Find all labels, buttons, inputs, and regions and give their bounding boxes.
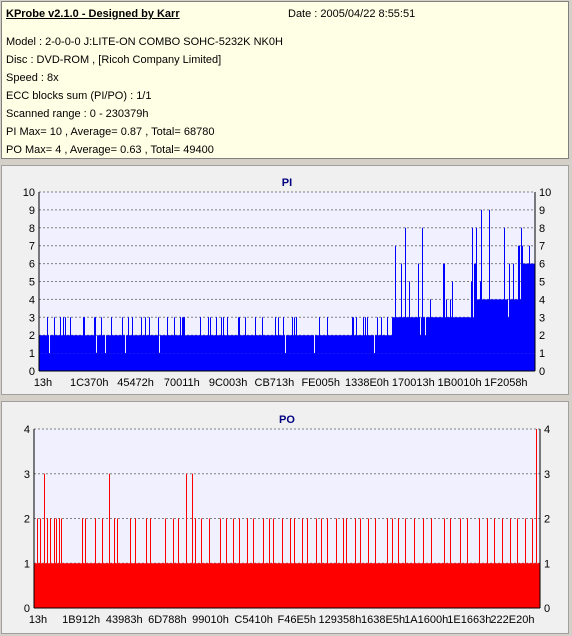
y-tick-label-left: 3 — [29, 312, 35, 324]
y-tick-label-right: 7 — [539, 241, 545, 253]
y-tick-label-left: 0 — [24, 603, 30, 615]
x-tick-label: 1C370h — [70, 377, 109, 389]
x-tick-label: FE005h — [301, 377, 340, 389]
x-tick-label: 1A1600h — [404, 614, 448, 626]
y-tick-label-right: 2 — [539, 330, 545, 342]
po-chart-panel: PO 0 0 1 1 2 2 3 3 4 4 13h 1B912h 43983h 6D788h 99010h C… — [1, 401, 569, 634]
data-bars — [34, 429, 540, 608]
y-tick-label-right: 9 — [539, 205, 545, 217]
po-chart: PO 0 0 1 1 2 2 3 3 4 4 13h 1B912h 43983h 6D788h 99010h C… — [24, 414, 550, 626]
y-tick-label-left: 10 — [23, 187, 35, 199]
y-tick-label-right: 10 — [539, 187, 551, 199]
chart-title: PO — [279, 414, 295, 426]
x-tick-label: 13h — [34, 377, 52, 389]
x-tick-label: 1338E0h — [345, 377, 389, 389]
y-tick-label-left: 4 — [24, 424, 30, 436]
y-tick-label-left: 2 — [24, 514, 30, 526]
x-tick-label: 1B912h — [62, 614, 100, 626]
y-tick-label-left: 6 — [29, 259, 35, 271]
model-line: Model : 2-0-0-0 J:LITE-ON COMBO SOHC-523… — [6, 36, 283, 48]
chart-title: PI — [282, 177, 292, 189]
x-tick-label: 1F2058h — [484, 377, 527, 389]
x-tick-label: 6D788h — [148, 614, 187, 626]
y-tick-label-left: 5 — [29, 277, 35, 289]
pi-summary-line: PI Max= 10 , Average= 0.87 , Total= 6878… — [6, 126, 215, 138]
y-tick-label-left: 7 — [29, 241, 35, 253]
y-tick-label-right: 1 — [544, 558, 550, 570]
y-tick-label-left: 8 — [29, 223, 35, 235]
y-tick-label-left: 3 — [24, 469, 30, 481]
disc-line: Disc : DVD-ROM , [Ricoh Company Limited] — [6, 54, 222, 66]
app-title: KProbe v2.1.0 - Designed by Karr — [6, 8, 180, 20]
x-tick-label: 70011h — [164, 377, 200, 389]
x-tick-label: 1B0010h — [438, 377, 482, 389]
po-summary-line: PO Max= 4 , Average= 0.63 , Total= 49400 — [6, 144, 214, 156]
y-tick-label-right: 3 — [539, 312, 545, 324]
y-tick-label-right: 4 — [539, 294, 545, 306]
y-tick-label-right: 0 — [539, 366, 545, 378]
base-bar-block — [34, 563, 540, 608]
data-bars — [39, 209, 535, 371]
y-tick-label-right: 8 — [539, 223, 545, 235]
range-line: Scanned range : 0 - 230379h — [6, 108, 149, 120]
x-tick-label: C5410h — [234, 614, 273, 626]
x-tick-label: F46E5h — [278, 614, 317, 626]
x-tick-label: 170013h — [392, 377, 435, 389]
y-tick-label-right: 0 — [544, 603, 550, 615]
pi-chart: PI 0 0 1 1 2 2 3 3 4 4 5 5 6 6 7 7 8 8 9 9 10 10 13h 1C370h 45472… — [23, 177, 552, 389]
x-tick-label: 222E20h — [490, 614, 534, 626]
ecc-line: ECC blocks sum (PI/PO) : 1/1 — [6, 90, 152, 102]
x-tick-label: 1E1663h — [447, 614, 491, 626]
y-tick-label-right: 6 — [539, 259, 545, 271]
x-tick-label: 9C003h — [209, 377, 248, 389]
y-tick-label-left: 1 — [24, 558, 30, 570]
x-tick-label: 99010h — [192, 614, 229, 626]
y-tick-label-left: 2 — [29, 330, 35, 342]
y-tick-label-right: 5 — [539, 277, 545, 289]
y-tick-label-left: 9 — [29, 205, 35, 217]
x-tick-label: CB713h — [255, 377, 295, 389]
scan-date: Date : 2005/04/22 8:55:51 — [288, 8, 416, 20]
x-tick-label: 13h — [29, 614, 47, 626]
x-tick-label: 43983h — [106, 614, 143, 626]
y-tick-label-left: 1 — [29, 348, 35, 360]
y-tick-label-right: 3 — [544, 469, 550, 481]
y-tick-label-right: 2 — [544, 514, 550, 526]
y-tick-label-left: 0 — [29, 366, 35, 378]
spike-bars — [37, 429, 537, 564]
report-header: KProbe v2.1.0 - Designed by Karr Date : … — [1, 1, 569, 159]
y-tick-label-right: 1 — [539, 348, 545, 360]
x-tick-label: 129358h — [318, 614, 361, 626]
y-tick-label-right: 4 — [544, 424, 550, 436]
x-tick-label: 1638E5h — [361, 614, 405, 626]
pi-chart-panel: PI 0 0 1 1 2 2 3 3 4 4 5 5 6 6 7 7 8 8 9 9 10 10 13h 1C370h 45472… — [1, 165, 569, 395]
base-bar-block — [39, 353, 535, 371]
y-tick-label-left: 4 — [29, 294, 35, 306]
x-tick-label: 45472h — [117, 377, 154, 389]
speed-line: Speed : 8x — [6, 72, 59, 84]
